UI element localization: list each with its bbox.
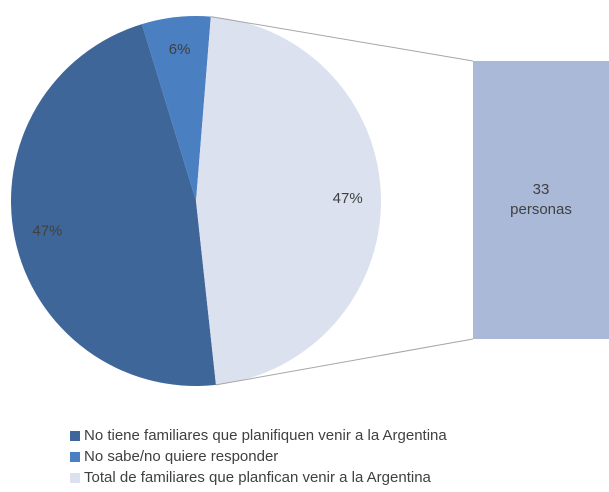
pie-slice [141,16,211,202]
bar-label-box: 33 personas [473,180,609,220]
pie-slice [196,16,382,385]
legend-swatch [70,431,80,441]
legend-swatch [70,473,80,483]
connector [215,338,474,386]
legend-label: No tiene familiares que planifiquen veni… [84,427,447,444]
legend-label: No sabe/no quiere responder [84,448,278,465]
bar-segment [473,61,609,339]
legend-label: Total de familiares que planfican venir … [84,469,432,486]
slice-label: 47% [32,222,62,239]
connector [210,16,474,62]
bar-label: 33 personas [510,181,572,218]
legend-swatch [70,452,80,462]
pie-slice [11,24,216,387]
slice-label: 47% [333,190,363,207]
slice-label: 6% [169,41,191,58]
